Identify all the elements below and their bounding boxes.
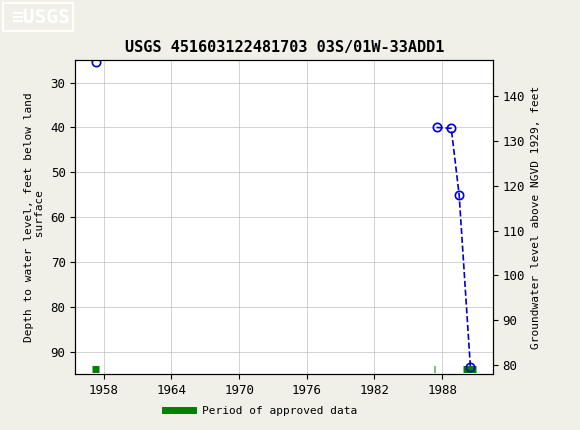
Y-axis label: Groundwater level above NGVD 1929, feet: Groundwater level above NGVD 1929, feet (531, 86, 541, 349)
Y-axis label: Depth to water level, feet below land
 surface: Depth to water level, feet below land su… (24, 92, 45, 342)
Text: ≡USGS: ≡USGS (12, 8, 70, 27)
Legend: Period of approved data: Period of approved data (161, 401, 361, 420)
Title: USGS 451603122481703 03S/01W-33ADD1: USGS 451603122481703 03S/01W-33ADD1 (125, 40, 444, 55)
